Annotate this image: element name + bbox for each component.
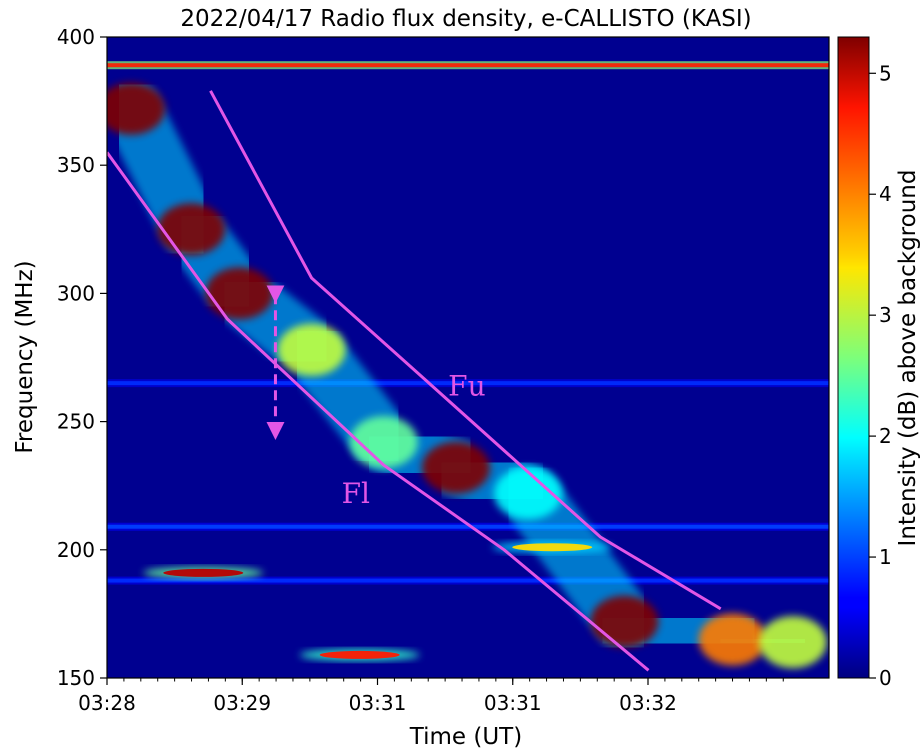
- spectrogram-emission: [107, 61, 829, 673]
- emission-blob: [157, 203, 226, 256]
- colorbar-gradient: [837, 36, 870, 679]
- emission-patch: [512, 543, 593, 552]
- x-tick-label: 03:31: [484, 691, 542, 715]
- emission-blob: [698, 613, 767, 666]
- interference-band-core: [107, 524, 829, 529]
- emission-blob: [107, 82, 166, 135]
- x-tick-label: 03:31: [349, 691, 407, 715]
- colorbar: 0 1 2 3 4 5 Intensity (dB) above background: [837, 36, 921, 690]
- colorbar-label: Intensity (dB) above background: [895, 170, 921, 547]
- x-tick-label: 03:32: [619, 691, 677, 715]
- colorbar-tick-label: 2: [879, 424, 892, 448]
- envelope-curve-fu: [209, 90, 722, 611]
- y-tick-label: 200: [57, 538, 95, 562]
- x-axis: 03:28 03:29 03:31 03:31 03:32: [78, 678, 784, 715]
- plot-frame: [106, 36, 830, 679]
- emission-blob: [421, 441, 490, 494]
- interference-band-core: [107, 63, 829, 68]
- emission-blob: [205, 267, 274, 320]
- curve-label-fl: Fl: [342, 477, 370, 510]
- emission-blob: [758, 616, 827, 669]
- y-tick-label: 250: [57, 410, 95, 434]
- plot-area: Fu Fl: [106, 36, 830, 679]
- y-axis: 150 200 250 300 350 400: [57, 25, 107, 690]
- x-tick-label: 03:28: [78, 691, 136, 715]
- emission-blob: [590, 595, 659, 648]
- y-axis-label: Frequency (MHz): [12, 260, 38, 453]
- colorbar-tick-label: 1: [879, 545, 892, 569]
- emission-patch: [319, 650, 400, 659]
- chart-title: 2022/04/17 Radio flux density, e-CALLIST…: [180, 6, 751, 32]
- curve-label-fu: Fu: [448, 370, 485, 403]
- emission-patch: [163, 568, 244, 577]
- emission-blob: [277, 323, 346, 376]
- colorbar-tick-label: 4: [879, 182, 892, 206]
- emission-blob: [349, 416, 418, 469]
- colorbar-tick-label: 0: [879, 666, 892, 690]
- emission-blob: [494, 467, 563, 520]
- interference-band-core: [107, 578, 829, 583]
- colorbar-axis: 0 1 2 3 4 5: [869, 61, 892, 690]
- interference-band-core: [107, 381, 829, 386]
- y-tick-label: 400: [57, 25, 95, 49]
- x-axis-label: Time (UT): [409, 724, 522, 750]
- annotation-layer: Fu Fl: [107, 90, 722, 672]
- y-tick-label: 300: [57, 281, 95, 305]
- y-tick-label: 350: [57, 153, 95, 177]
- envelope-curve-fl: [107, 151, 650, 672]
- y-tick-label: 150: [57, 666, 95, 690]
- x-tick-label: 03:29: [213, 691, 271, 715]
- colorbar-tick-label: 5: [879, 61, 892, 85]
- colorbar-tick-label: 3: [879, 303, 892, 327]
